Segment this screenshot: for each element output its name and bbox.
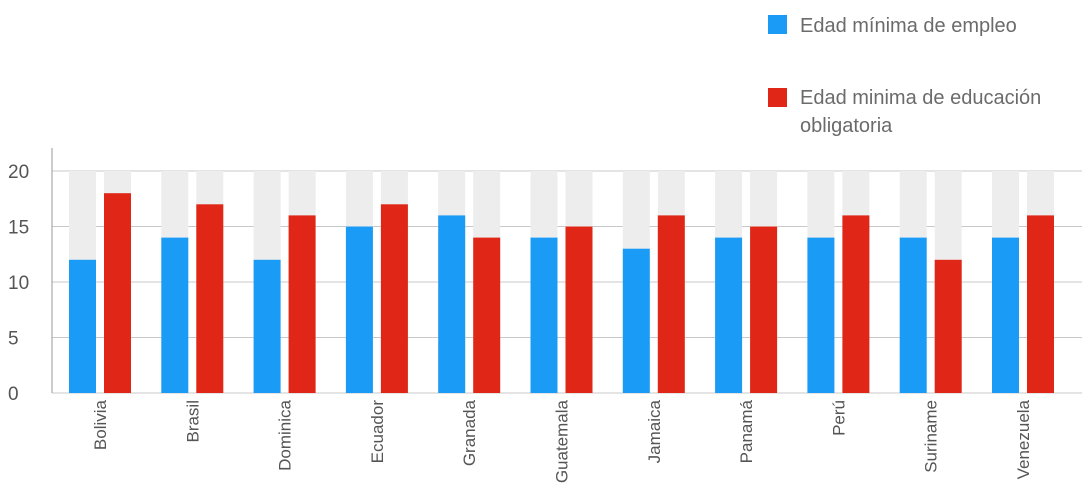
- x-tick-label: Venezuela: [1014, 399, 1033, 479]
- x-tick-label: Panamá: [737, 399, 756, 463]
- legend-label-series-2-line-2: obligatoria: [800, 115, 893, 137]
- bar-series-2: [750, 226, 778, 393]
- y-tick-label: 5: [8, 329, 19, 350]
- data-bars: [69, 193, 1054, 393]
- bar-series-2: [380, 204, 408, 393]
- legend-label-series-2-line-1: Edad minima de educación: [800, 87, 1041, 109]
- y-tick-label: 20: [8, 162, 29, 183]
- x-tick-label: Brasil: [183, 400, 202, 443]
- bar-series-2: [473, 237, 501, 393]
- bar-series-1: [715, 237, 743, 393]
- x-tick-label: Jamaica: [645, 399, 664, 463]
- y-tick-label: 10: [8, 273, 29, 294]
- bar-series-2: [565, 226, 593, 393]
- x-tick-label: Granada: [460, 399, 479, 466]
- bar-series-1: [807, 237, 835, 393]
- bar-series-1: [622, 248, 650, 393]
- bar-series-2: [288, 215, 316, 393]
- bar-series-1: [530, 237, 558, 393]
- bar-series-1: [69, 259, 96, 393]
- labels: 0 5 10 15 20 Bolivia Brasil Dominica Ecuador Gran…: [8, 162, 1033, 483]
- x-tick-label: Perú: [829, 400, 848, 436]
- bar-series-2: [842, 215, 870, 393]
- x-tick-label: Dominica: [276, 399, 295, 470]
- x-tick-label: Suriname: [922, 400, 941, 473]
- bar-series-1: [992, 237, 1019, 393]
- x-tick-label: Ecuador: [368, 400, 387, 464]
- legend-swatch-series-1: [768, 15, 787, 34]
- bar-series-2: [1027, 215, 1054, 393]
- legend-label-series-2: Edad minima de educación obligatoria: [800, 87, 1047, 137]
- legend-swatch-series-2: [768, 88, 787, 107]
- y-tick-label: 15: [8, 218, 29, 239]
- bar-series-2: [196, 204, 224, 393]
- bar-series-1: [345, 226, 373, 393]
- bar-series-1: [899, 237, 927, 393]
- bar-series-2: [104, 193, 131, 393]
- bar-series-2: [657, 215, 685, 393]
- x-tick-label: Bolivia: [91, 399, 110, 450]
- bar-series-2: [934, 259, 962, 393]
- y-tick-label: 0: [8, 384, 19, 405]
- legend: Edad mínima de empleo Edad minima de edu…: [768, 15, 1047, 137]
- legend-label-series-1: Edad mínima de empleo: [800, 15, 1017, 37]
- x-tick-label: Guatemala: [553, 399, 572, 483]
- bar-series-1: [253, 259, 281, 393]
- bar-series-1: [161, 237, 189, 393]
- bar-series-1: [438, 215, 466, 393]
